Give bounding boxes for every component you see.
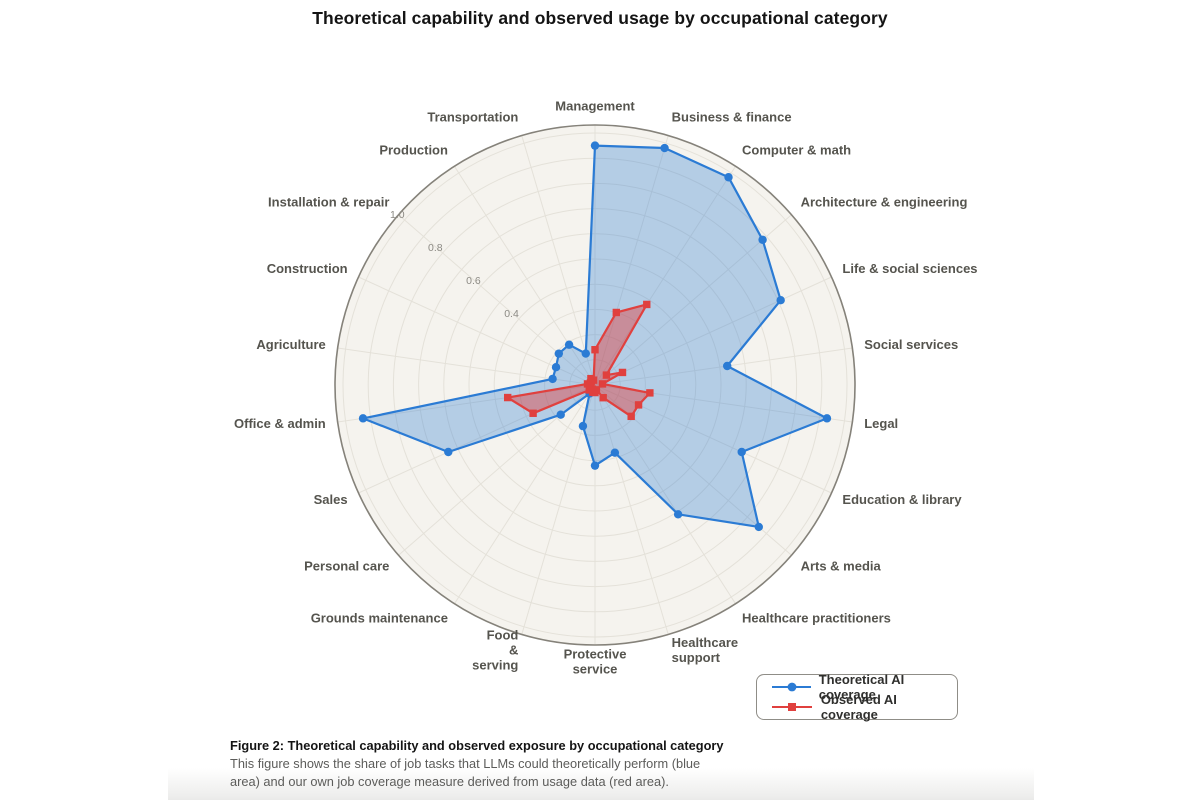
data-point-marker	[737, 447, 746, 457]
category-label: Computer & math	[742, 143, 851, 158]
radar-spoke	[594, 384, 832, 494]
data-point-marker	[358, 414, 368, 423]
radar-spoke	[594, 214, 792, 386]
data-point-marker	[673, 510, 683, 519]
category-label: Construction	[267, 261, 348, 276]
category-label: Arts & media	[801, 558, 882, 573]
data-point-marker	[646, 389, 654, 397]
category-label: Healthcare support	[672, 636, 738, 666]
category-label: Legal	[864, 416, 898, 431]
data-point-marker	[529, 409, 537, 417]
category-label: Installation & repair	[268, 194, 389, 209]
caption-title: Figure 2: Theoretical capability and obs…	[230, 738, 724, 753]
radar-spoke	[594, 384, 669, 635]
category-label: Sales	[314, 492, 348, 507]
data-point-marker	[822, 414, 832, 423]
radial-tick-label: 0.4	[504, 308, 519, 320]
caption-text-line: This figure shows the share of job tasks…	[230, 756, 701, 771]
data-point-marker	[643, 300, 651, 309]
data-point-marker	[723, 361, 732, 371]
category-label: Grounds maintenance	[311, 610, 448, 625]
data-point-marker	[776, 296, 785, 305]
data-point-marker	[599, 394, 607, 402]
radar-spoke	[521, 135, 596, 386]
red-line-square-marker-icon	[772, 703, 812, 711]
data-point-marker	[564, 340, 574, 349]
data-point-marker	[503, 393, 512, 402]
category-label: Production	[379, 143, 448, 158]
category-label: Business & finance	[672, 110, 792, 125]
caption-text-line: area) and our own job coverage measure d…	[230, 774, 669, 789]
data-point-marker	[634, 401, 643, 409]
radar-spoke	[454, 166, 596, 386]
data-point-marker	[585, 386, 593, 394]
data-point-marker	[754, 522, 763, 532]
figure-caption: Figure 2: Theoretical capability and obs…	[230, 737, 810, 791]
category-label: Healthcare practitioners	[742, 610, 891, 625]
category-label: Transportation	[427, 110, 518, 125]
data-point-marker	[612, 308, 620, 317]
data-point-marker	[758, 235, 767, 244]
chart-title: Theoretical capability and observed usag…	[312, 8, 888, 28]
radial-tick-label: 1.0	[390, 209, 405, 221]
data-point-marker	[591, 346, 599, 354]
data-point-marker	[578, 421, 588, 431]
data-point-marker	[590, 141, 600, 150]
legend-label: Theoretical AI coverage	[818, 672, 905, 702]
data-point-marker	[590, 461, 600, 470]
legend-item-observed: Observed AI coverage	[771, 692, 957, 722]
category-label: Food & serving	[472, 628, 518, 673]
category-label: Personal care	[304, 558, 389, 573]
data-point-marker	[610, 448, 620, 457]
category-label: Social services	[864, 337, 958, 352]
data-point-marker	[554, 349, 564, 358]
radar-spoke	[398, 214, 596, 386]
radar-outline	[334, 124, 856, 646]
data-point-marker	[444, 447, 453, 457]
radial-tick-label: 0.8	[428, 242, 443, 254]
radar-spoke	[454, 384, 596, 604]
category-label: Office & admin	[234, 416, 326, 431]
category-label: Architecture & engineering	[801, 194, 968, 209]
data-point-marker	[581, 349, 590, 358]
chart-legend: Theoretical AI coverage Observed AI cove…	[756, 672, 958, 722]
data-point-marker	[724, 173, 733, 182]
category-label: Education & library	[842, 492, 962, 507]
category-label: Management	[555, 98, 635, 113]
data-point-marker	[618, 368, 627, 377]
data-point-marker	[598, 380, 607, 388]
data-point-marker	[660, 143, 669, 153]
data-point-marker	[548, 374, 557, 384]
radar-spoke	[594, 276, 832, 386]
page-bottom-shade	[168, 768, 1034, 800]
radar-spoke	[594, 166, 736, 386]
data-point-marker	[627, 412, 635, 421]
category-label: Agriculture	[256, 337, 325, 352]
data-point-marker	[551, 363, 561, 372]
category-label: Protective service	[564, 647, 627, 677]
radar-spoke	[594, 384, 736, 604]
legend-item-theoretical: Theoretical AI coverage	[771, 672, 957, 702]
data-point-marker	[556, 410, 565, 419]
blue-line-circle-marker-icon	[772, 682, 811, 692]
category-label: Life & social sciences	[842, 261, 977, 276]
data-point-marker	[602, 371, 611, 379]
radar-spoke	[594, 135, 669, 386]
data-point-marker	[589, 376, 598, 384]
legend-label: Observed AI coverage	[820, 692, 897, 722]
radial-tick-label: 0.6	[466, 275, 481, 287]
